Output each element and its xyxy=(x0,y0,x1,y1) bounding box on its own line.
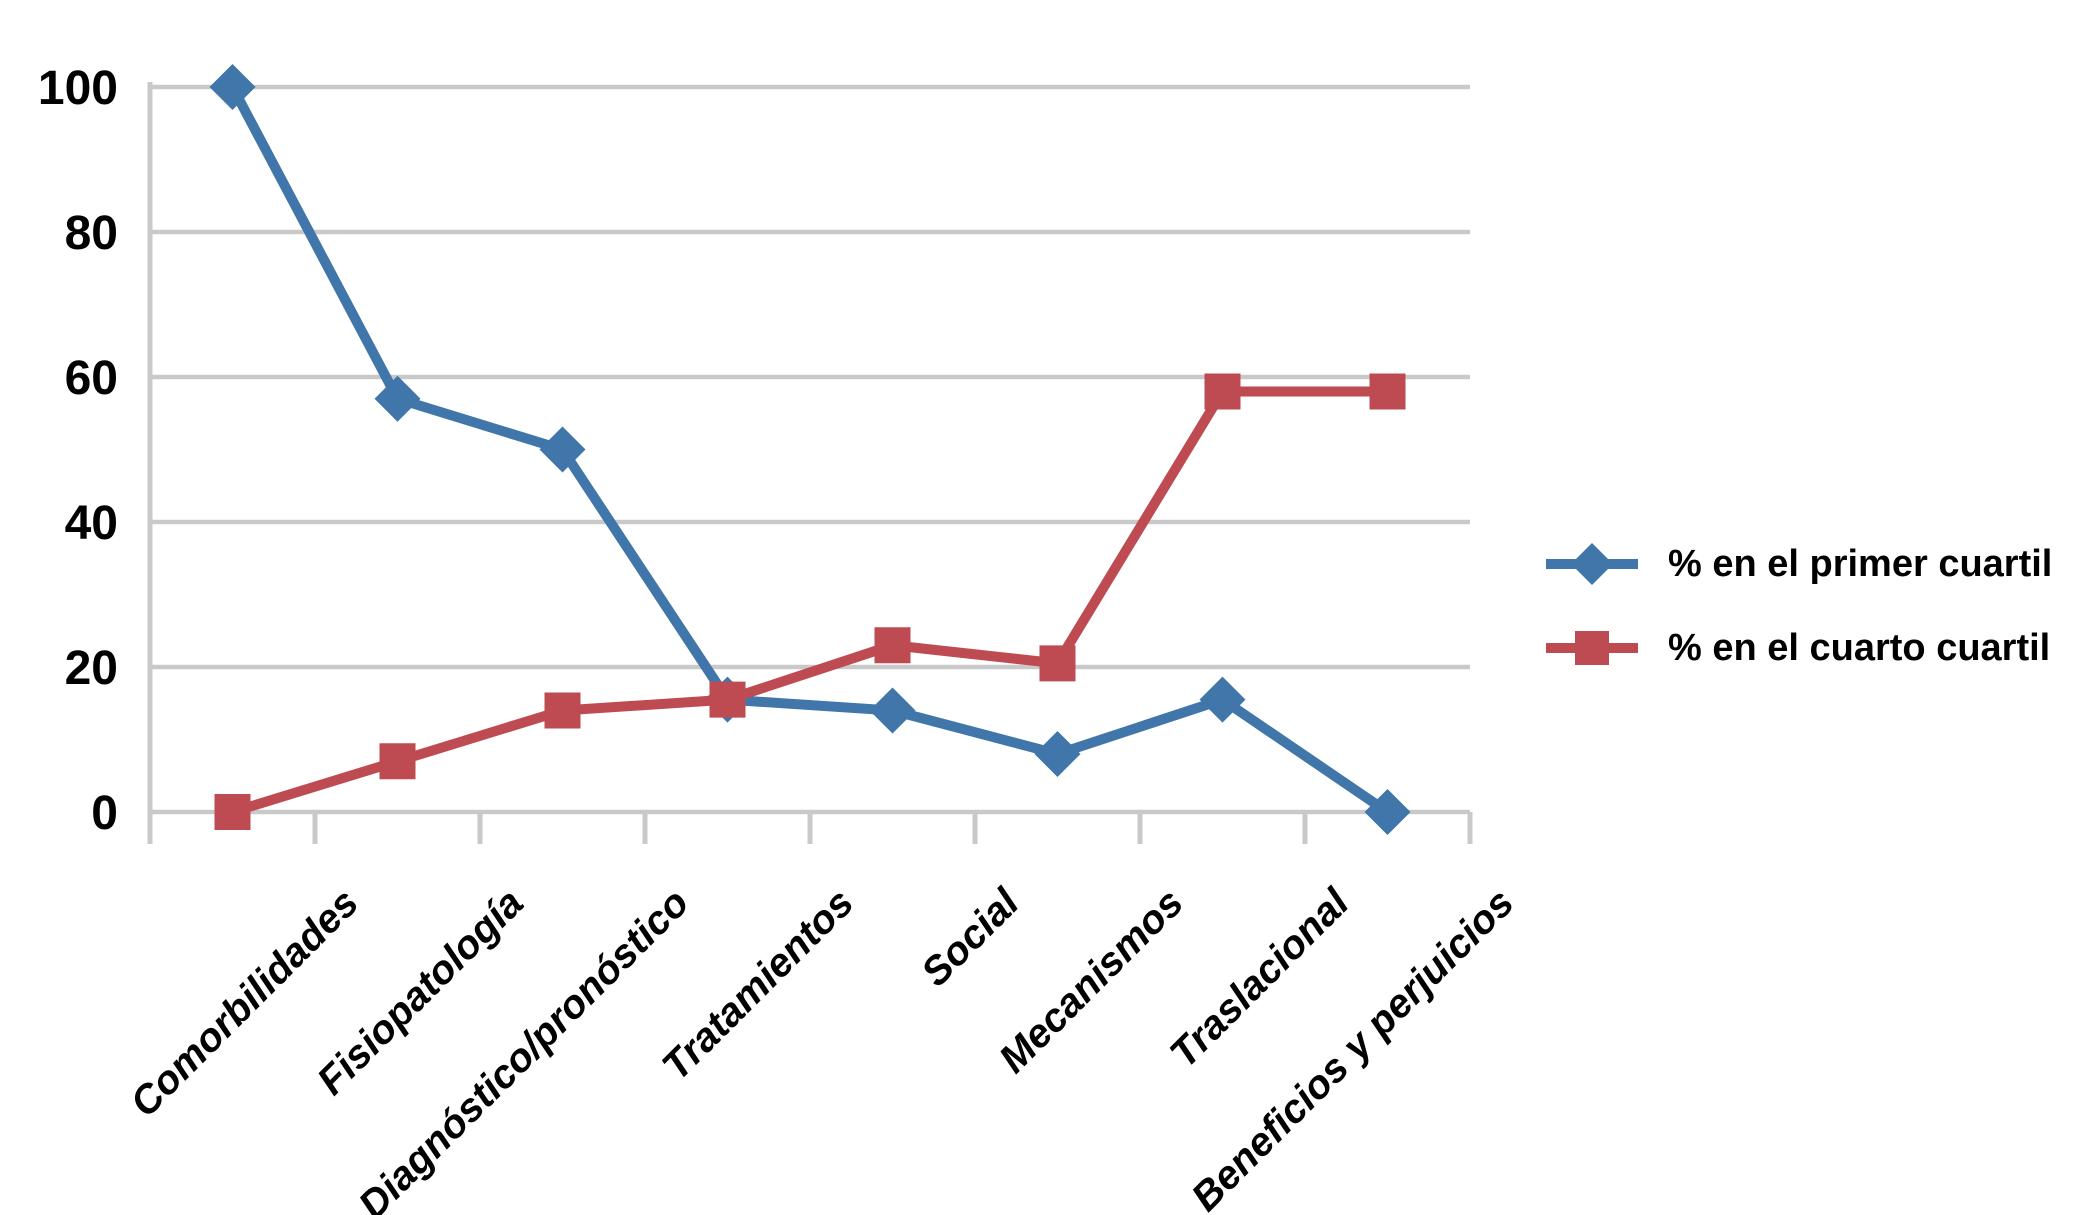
legend-item-cuarto-cuartil: % en el cuarto cuartil xyxy=(1546,606,2052,690)
y-tick-label-100: 100 xyxy=(38,62,118,115)
legend: % en el primer cuartil % en el cuarto cu… xyxy=(1546,522,2052,690)
data-point-square xyxy=(1369,373,1406,410)
data-point-square xyxy=(1039,645,1076,682)
legend-item-primer-cuartil: % en el primer cuartil xyxy=(1546,522,2052,606)
legend-marker-square-icon xyxy=(1546,631,1638,665)
y-tick-label-0: 0 xyxy=(91,787,118,840)
data-point-square xyxy=(214,794,251,830)
legend-marker-diamond-icon xyxy=(1546,543,1638,585)
legend-label-primer-cuartil: % en el primer cuartil xyxy=(1668,543,2053,585)
data-point-square xyxy=(1204,373,1241,410)
data-point-square xyxy=(874,627,911,664)
data-point-diamond xyxy=(1364,789,1411,835)
y-tick-label-80: 80 xyxy=(65,207,118,260)
data-point-diamond xyxy=(869,687,916,734)
data-point-diamond xyxy=(1034,731,1081,777)
y-tick-label-20: 20 xyxy=(65,642,118,695)
data-point-diamond xyxy=(539,426,586,473)
data-point-square xyxy=(709,681,746,718)
data-point-square xyxy=(544,692,581,729)
y-tick-label-60: 60 xyxy=(65,352,118,405)
data-point-diamond xyxy=(1199,676,1246,723)
legend-label-cuarto-cuartil: % en el cuarto cuartil xyxy=(1668,627,2051,669)
data-point-square xyxy=(379,743,416,780)
y-tick-label-40: 40 xyxy=(65,497,118,550)
series-line-1 xyxy=(227,386,1393,817)
series-line-0 xyxy=(227,82,1393,817)
data-point-diamond xyxy=(374,375,421,422)
data-point-diamond xyxy=(209,64,256,110)
